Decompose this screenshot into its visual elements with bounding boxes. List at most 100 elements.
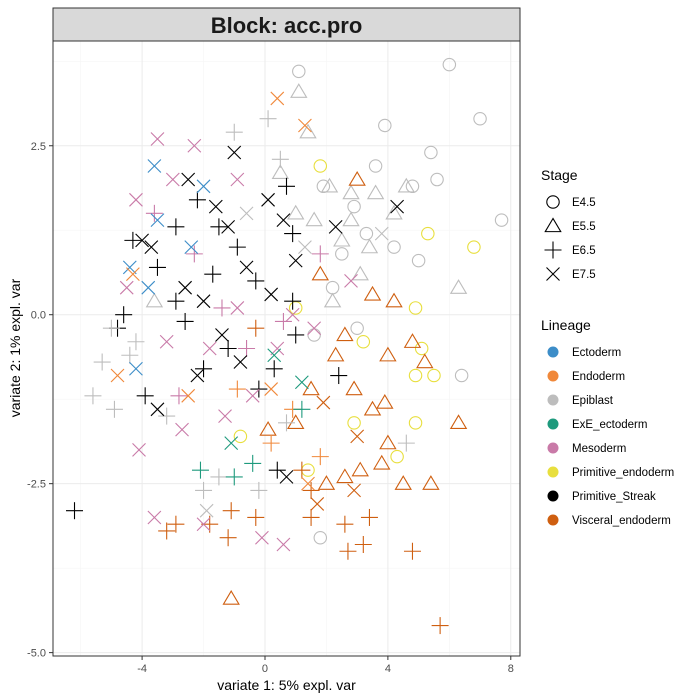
lineage-legend-label: Visceral_endoderm	[572, 515, 671, 527]
stage-legend-key	[544, 217, 562, 233]
data-point	[347, 416, 361, 430]
lineage-legend-key	[547, 418, 559, 430]
data-point	[199, 503, 214, 518]
data-point	[284, 292, 302, 310]
data-point	[145, 204, 163, 222]
data-point	[135, 233, 149, 248]
data-point	[145, 292, 164, 308]
stage-legend-items: E4.5 E5.5 E6.5 E7.5	[544, 195, 596, 281]
data-point	[278, 177, 295, 195]
data-point	[110, 368, 125, 383]
data-point	[210, 218, 228, 236]
data-point	[454, 368, 469, 383]
lineage-legend-label: Endoderm	[572, 371, 625, 383]
lineage-legend-label: Primitive_Streak	[572, 491, 656, 503]
lineage-legend-title: Lineage	[541, 317, 591, 333]
data-point	[333, 231, 351, 247]
data-point	[473, 111, 487, 126]
data-point	[342, 184, 360, 200]
data-point	[366, 184, 385, 200]
data-point	[129, 192, 143, 207]
data-point	[219, 529, 237, 547]
lineage-legend: Lineage Ectoderm Endoderm Epiblast ExE_ecto…	[541, 317, 674, 527]
data-point	[276, 537, 291, 552]
data-point	[190, 368, 205, 383]
data-point	[298, 118, 312, 133]
data-point	[347, 199, 361, 214]
data-point	[336, 468, 354, 484]
lineage-legend-key	[547, 346, 559, 358]
data-point	[294, 375, 309, 390]
data-point	[204, 265, 222, 283]
data-point	[387, 240, 401, 254]
data-point	[93, 353, 111, 371]
data-point	[228, 380, 246, 398]
data-point	[148, 258, 166, 276]
data-point	[119, 280, 134, 295]
data-point	[238, 340, 256, 357]
data-point	[330, 367, 348, 385]
data-point	[350, 429, 365, 444]
stage-legend-key	[544, 241, 562, 259]
data-point	[244, 454, 262, 472]
y-tick-label: -2.5	[27, 479, 46, 491]
data-point	[225, 123, 243, 141]
data-point	[278, 414, 295, 432]
x-tick-label: -4	[137, 663, 147, 675]
data-point	[320, 177, 339, 193]
data-point	[262, 434, 280, 452]
data-point	[270, 341, 285, 356]
data-point	[274, 312, 292, 330]
data-point	[307, 321, 322, 336]
stage-legend-key	[546, 267, 560, 281]
data-point	[350, 321, 364, 335]
data-point	[363, 285, 382, 301]
data-point	[290, 83, 308, 98]
data-point	[328, 219, 343, 234]
data-point	[449, 414, 468, 430]
data-point	[255, 530, 269, 545]
data-point	[421, 226, 435, 241]
data-point	[195, 481, 213, 499]
data-point	[122, 260, 137, 275]
data-point	[335, 247, 349, 261]
data-point	[167, 292, 185, 310]
data-point	[150, 213, 165, 227]
data-point	[394, 475, 412, 490]
data-point	[411, 253, 426, 268]
data-point	[379, 434, 397, 450]
data-point	[351, 461, 369, 477]
y-axis-ticks: 2.5 0.0 -2.5 -5.0	[27, 141, 53, 660]
data-point	[336, 326, 354, 342]
data-point	[408, 416, 423, 430]
data-point	[344, 274, 358, 288]
lineage-legend-key	[547, 442, 559, 454]
data-point	[167, 515, 185, 533]
data-point	[427, 368, 441, 383]
data-point	[430, 172, 444, 187]
data-point	[181, 172, 196, 187]
data-point	[298, 240, 312, 255]
data-point	[442, 57, 457, 72]
data-point	[84, 387, 102, 405]
data-point	[247, 319, 265, 337]
data-point	[408, 301, 423, 315]
data-point	[175, 422, 189, 437]
data-point	[285, 307, 300, 322]
data-point	[167, 218, 185, 236]
data-point	[276, 213, 291, 227]
data-point	[287, 414, 305, 430]
data-point	[449, 279, 468, 294]
y-tick-label: 0.0	[31, 310, 46, 322]
data-point	[267, 348, 282, 363]
data-point	[222, 502, 240, 520]
data-point	[165, 172, 180, 187]
data-point	[178, 280, 193, 295]
lineage-legend-label: Primitive_endoderm	[572, 467, 674, 479]
data-point	[218, 409, 232, 423]
data-point	[132, 442, 146, 457]
data-point	[144, 240, 159, 255]
data-point	[287, 204, 305, 220]
data-point	[360, 508, 378, 526]
points-layer	[66, 57, 509, 635]
